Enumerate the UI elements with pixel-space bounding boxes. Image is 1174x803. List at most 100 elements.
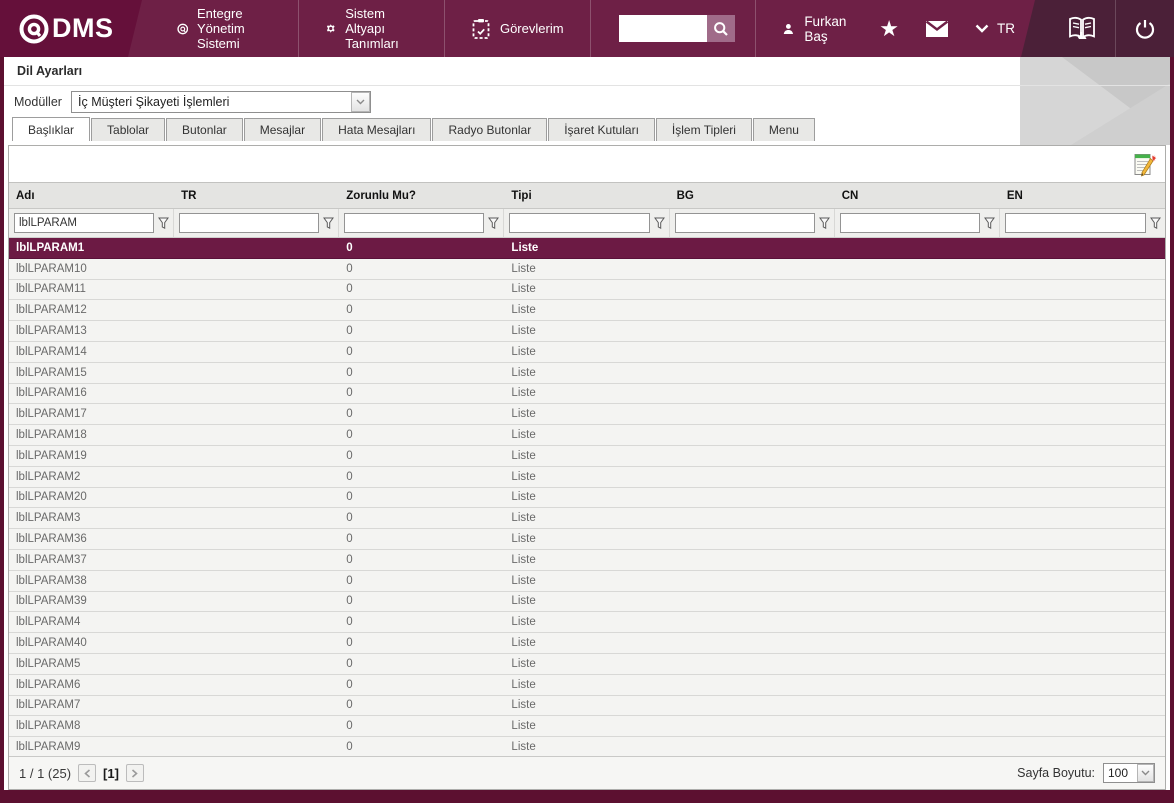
table-row[interactable]: lblLPARAM6 0 Liste <box>9 674 1165 696</box>
cell-name: lblLPARAM2 <box>16 470 81 483</box>
cell-tipi: Liste <box>511 699 536 712</box>
tab-hata-mesajlar[interactable]: Hata Mesajları <box>322 118 432 141</box>
filter-options-button[interactable] <box>980 217 995 230</box>
language-label: TR <box>997 21 1015 36</box>
table-row[interactable]: lblLPARAM11 0 Liste <box>9 279 1165 301</box>
edit-list-icon <box>1134 153 1157 177</box>
table-row[interactable]: lblLPARAM14 0 Liste <box>9 341 1165 363</box>
table-row[interactable]: lblLPARAM2 0 Liste <box>9 466 1165 488</box>
filter-input-ad[interactable] <box>14 213 155 233</box>
mail-icon <box>925 20 949 37</box>
table-row[interactable]: lblLPARAM4 0 Liste <box>9 612 1165 634</box>
column-header-en[interactable]: EN <box>1006 189 1023 202</box>
search-button[interactable] <box>706 15 735 42</box>
filter-input-bg[interactable] <box>674 213 815 233</box>
tab-i-aret-kutular[interactable]: İşaret Kutuları <box>548 118 655 141</box>
grid-filter-row <box>9 209 1165 238</box>
module-select[interactable]: İç Müşteri Şikayeti İşlemleri <box>71 90 371 113</box>
module-select-dropdown-button[interactable] <box>351 91 370 112</box>
logout-button[interactable] <box>1134 18 1156 40</box>
next-page-button[interactable] <box>125 764 144 782</box>
table-row[interactable]: lblLPARAM16 0 Liste <box>9 383 1165 405</box>
cell-name: lblLPARAM19 <box>16 449 87 462</box>
messages-button[interactable] <box>925 20 949 38</box>
prev-page-button[interactable] <box>78 764 97 782</box>
table-row[interactable]: lblLPARAM8 0 Liste <box>9 716 1165 738</box>
table-row[interactable]: lblLPARAM20 0 Liste <box>9 487 1165 509</box>
column-header-tr[interactable]: TR <box>181 189 197 202</box>
favorites-button[interactable]: ★ <box>879 17 899 40</box>
tab-ba-l-klar[interactable]: Başlıklar <box>12 117 91 141</box>
cell-zorunlu: 0 <box>346 387 353 400</box>
table-row[interactable]: lblLPARAM7 0 Liste <box>9 695 1165 717</box>
table-row[interactable]: lblLPARAM36 0 Liste <box>9 529 1165 550</box>
filter-input-tr[interactable] <box>179 213 320 233</box>
filter-input-cn[interactable] <box>839 213 980 233</box>
cell-name: lblLPARAM9 <box>16 741 81 754</box>
tab-butonlar[interactable]: Butonlar <box>166 118 243 141</box>
filter-options-button[interactable] <box>154 217 170 230</box>
help-manual-button[interactable] <box>1067 15 1097 43</box>
cell-name: lblLPARAM8 <box>16 720 81 733</box>
cell-name: lblLPARAM39 <box>16 595 87 608</box>
column-header-tipi[interactable]: Tipi <box>511 189 532 202</box>
search-icon <box>713 21 728 36</box>
table-row[interactable]: lblLPARAM40 0 Liste <box>9 633 1165 654</box>
page-size-select[interactable]: 100 <box>1103 763 1155 783</box>
table-row[interactable]: lblLPARAM17 0 Liste <box>9 404 1165 426</box>
filter-cell-zorunlu-mu <box>339 209 505 237</box>
filter-cell-bg <box>670 209 835 237</box>
nav-item-entegre-y-netim-sistemi[interactable]: Entegre Yönetim Sistemi <box>150 0 299 57</box>
page-size-dropdown-button[interactable] <box>1137 764 1154 782</box>
nav-item-g-revlerim[interactable]: Görevlerim <box>445 0 591 57</box>
table-row[interactable]: lblLPARAM10 0 Liste <box>9 258 1165 280</box>
filter-input-en[interactable] <box>1004 213 1146 233</box>
top-navbar: DMS Entegre Yönetim Sistemi Sistem Altya… <box>0 0 1174 57</box>
qdms-logo[interactable]: DMS <box>0 0 141 57</box>
table-row[interactable]: lblLPARAM38 0 Liste <box>9 570 1165 592</box>
table-row[interactable]: lblLPARAM9 0 Liste <box>9 737 1165 756</box>
filter-options-button[interactable] <box>650 217 665 230</box>
tab-label: Mesajlar <box>259 123 306 137</box>
edit-record-button[interactable] <box>1130 150 1158 178</box>
current-page[interactable]: [1] <box>103 765 119 781</box>
column-header-zorunlu-mu[interactable]: Zorunlu Mu? <box>346 189 416 202</box>
language-selector[interactable]: TR <box>975 21 1015 36</box>
table-row[interactable]: lblLPARAM13 0 Liste <box>9 321 1165 342</box>
table-row[interactable]: lblLPARAM3 0 Liste <box>9 508 1165 530</box>
column-header-ad[interactable]: Adı <box>16 189 35 202</box>
filter-options-button[interactable] <box>815 217 830 230</box>
bottom-frame <box>0 790 1174 803</box>
column-header-bg[interactable]: BG <box>676 189 694 202</box>
cell-tipi: Liste <box>511 491 536 504</box>
filter-funnel-icon <box>1150 217 1161 229</box>
tab-menu[interactable]: Menu <box>752 118 815 141</box>
tab-mesajlar[interactable]: Mesajlar <box>243 118 322 141</box>
table-row[interactable]: lblLPARAM12 0 Liste <box>9 300 1165 322</box>
user-menu[interactable]: Furkan Baş <box>756 0 880 57</box>
filter-options-button[interactable] <box>484 217 500 230</box>
page-content: Dil Ayarları Modüller İç Müşteri Şikayet… <box>4 57 1170 790</box>
nav-item-sistem-altyap-tan-mlar[interactable]: Sistem Altyapı Tanımları <box>299 0 445 57</box>
filter-options-button[interactable] <box>319 217 335 230</box>
cell-zorunlu: 0 <box>346 304 353 317</box>
filter-input-zorunlu-mu[interactable] <box>344 213 485 233</box>
table-row[interactable]: lblLPARAM1 0 Liste <box>9 238 1165 259</box>
global-search-input[interactable] <box>618 15 707 42</box>
tab-radyo-butonlar[interactable]: Radyo Butonlar <box>432 118 548 141</box>
column-header-cn[interactable]: CN <box>841 189 859 202</box>
tab-tablolar[interactable]: Tablolar <box>91 118 166 141</box>
table-row[interactable]: lblLPARAM19 0 Liste <box>9 445 1165 467</box>
cell-name: lblLPARAM40 <box>16 637 87 650</box>
table-row[interactable]: lblLPARAM39 0 Liste <box>9 591 1165 613</box>
table-row[interactable]: lblLPARAM15 0 Liste <box>9 362 1165 384</box>
tab-i-lem-tipleri[interactable]: İşlem Tipleri <box>655 118 752 141</box>
table-row[interactable]: lblLPARAM37 0 Liste <box>9 549 1165 571</box>
table-row[interactable]: lblLPARAM5 0 Liste <box>9 653 1165 675</box>
cell-zorunlu: 0 <box>346 470 353 483</box>
table-row[interactable]: lblLPARAM18 0 Liste <box>9 425 1165 446</box>
qdms-circle-icon <box>176 23 188 34</box>
grid-panel: Adı TR Zorunlu Mu? Tipi BG CN EN lblLPARAM10Li… <box>8 145 1166 790</box>
filter-input-tipi[interactable] <box>509 213 650 233</box>
filter-options-button[interactable] <box>1146 217 1161 230</box>
